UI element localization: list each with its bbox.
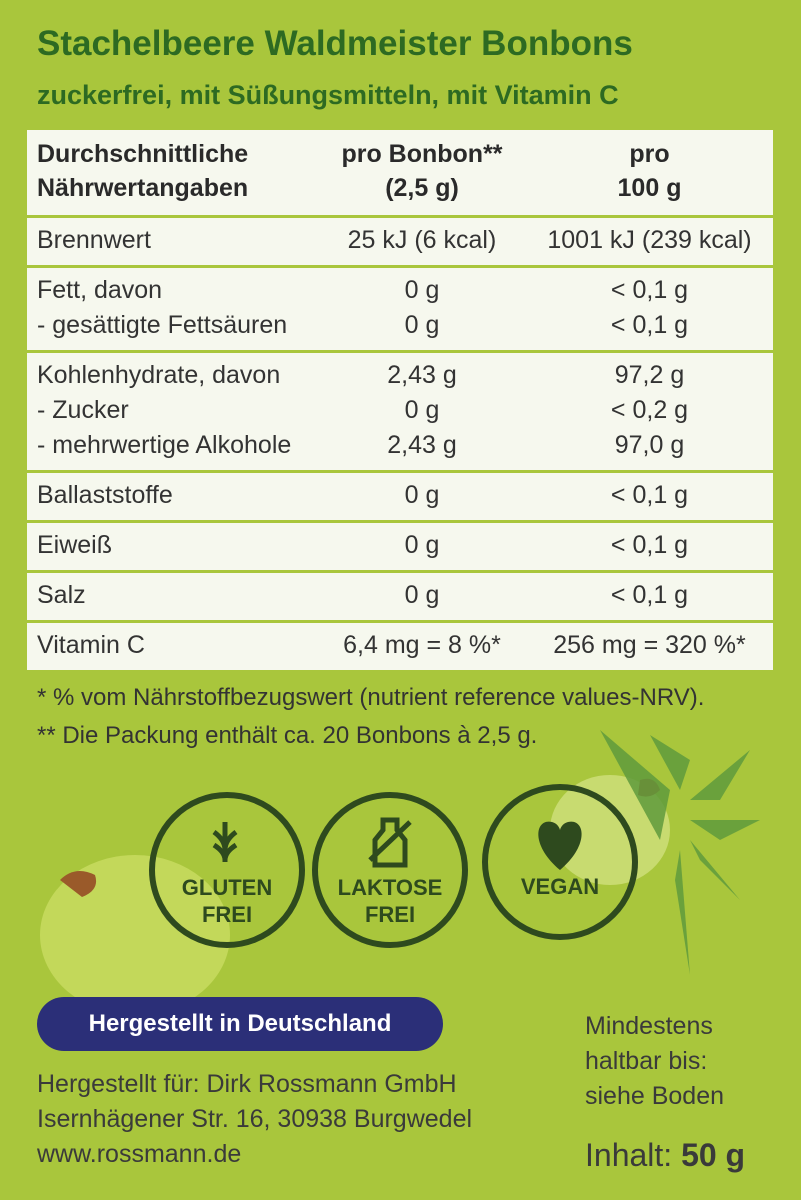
manufacturer-line: www.rossmann.de — [37, 1140, 242, 1168]
origin-label: Hergestellt in Deutschland — [37, 997, 443, 1051]
heart-icon — [538, 821, 582, 870]
nutrient-value: 2,43 g — [387, 361, 457, 389]
best-before-line: haltbar bis: — [585, 1047, 708, 1075]
nutrient-value: 2,43 g — [387, 431, 457, 459]
column-heading: Nährwertangaben — [37, 174, 249, 202]
nutrient-value: 97,0 g — [614, 431, 685, 459]
nutrient-group: Salz 0 g < 0,1 g — [27, 570, 773, 620]
nutrient-name: Fett, davon — [37, 276, 163, 304]
nutrient-group: Eiweiß 0 g < 0,1 g — [27, 520, 773, 570]
nutrient-group: Kohlenhydrate, davon 2,43 g 97,2 g - Zucker… — [27, 350, 773, 470]
nutrient-value: 25 kJ (6 kcal) — [347, 226, 497, 254]
title: Stachelbeere Waldmeister Bonbons — [37, 24, 633, 63]
nutrient-value: 0 g — [404, 531, 440, 559]
nutrient-value: < 0,1 g — [610, 531, 689, 559]
nutrient-group: Brennwert 25 kJ (6 kcal) 1001 kJ (239 kcal… — [27, 215, 773, 265]
gooseberry — [40, 855, 230, 1015]
nutrient-name: Eiweiß — [37, 531, 113, 559]
woodruff-leaves — [600, 730, 760, 975]
nutrient-value: < 0,1 g — [610, 311, 689, 339]
best-before-line: Mindestens — [585, 1012, 713, 1040]
column-heading: (2,5 g) — [385, 174, 459, 202]
nutrient-group: Fett, davon 0 g < 0,1 g - gesättigte Fettsä… — [27, 265, 773, 350]
nutrient-value: 97,2 g — [614, 361, 685, 389]
nutrient-value: < 0,1 g — [610, 276, 689, 304]
nutrient-group: Ballaststoffe 0 g < 0,1 g — [27, 470, 773, 520]
nutrient-value: 1001 kJ (239 kcal) — [547, 226, 752, 254]
nutrient-value: 6,4 mg = 8 %* — [343, 631, 501, 659]
manufacturer-line: Hergestellt für: Dirk Rossmann GmbH — [37, 1070, 457, 1098]
nutrient-name: - gesättigte Fettsäuren — [37, 311, 288, 339]
gooseberry-stem — [60, 871, 97, 897]
nutrient-name: Ballaststoffe — [37, 481, 173, 509]
content-label: Inhalt: — [585, 1137, 673, 1173]
nutrition-table: Durchschnittliche Nährwertangaben pro Bonb… — [25, 128, 775, 672]
badge-text: VEGAN — [520, 874, 600, 899]
badge-text: FREI — [364, 902, 416, 927]
nutrient-value: 0 g — [404, 276, 440, 304]
footnote: * % vom Nährstoffbezugswert (nutrient re… — [37, 684, 705, 711]
manufacturer-line: Isernhägener Str. 16, 30938 Burgwedel — [37, 1105, 473, 1133]
nutrient-value: 256 mg = 320 %* — [553, 631, 746, 659]
badge-ring — [149, 792, 305, 948]
badge-text: LAKTOSE — [337, 875, 443, 900]
column-heading: pro — [629, 140, 670, 168]
nutrient-value: 0 g — [404, 581, 440, 609]
nutrient-value: 0 g — [404, 396, 440, 424]
column-heading: Durchschnittliche — [37, 140, 249, 168]
content-value: 50 g — [681, 1137, 746, 1173]
footnote: ** Die Packung enthält ca. 20 Bonbons à … — [37, 722, 538, 749]
badge-ring — [312, 792, 468, 948]
nutrient-value: < 0,2 g — [610, 396, 689, 424]
nutrient-group: Vitamin C 6,4 mg = 8 %* 256 mg = 320 %* — [27, 620, 773, 670]
column-heading: pro Bonbon** — [341, 140, 503, 168]
badge-rings — [149, 784, 638, 948]
nutrient-value: < 0,1 g — [610, 481, 689, 509]
bottle-icon — [368, 817, 412, 868]
nutrient-name: Vitamin C — [37, 631, 145, 659]
badge-text: FREI — [201, 902, 253, 927]
nutrient-name: - mehrwertige Alkohole — [37, 431, 292, 459]
nutrient-name: Salz — [37, 581, 86, 609]
content: Inhalt: 50 g — [585, 1137, 745, 1174]
table-header: Durchschnittliche Nährwertangaben pro Bonb… — [27, 130, 773, 215]
badge-ring — [482, 784, 638, 940]
nutrient-value: 0 g — [404, 481, 440, 509]
best-before-line: siehe Boden — [585, 1082, 725, 1110]
nutrient-name: - Zucker — [37, 396, 129, 424]
nutrient-name: Kohlenhydrate, davon — [37, 361, 281, 389]
nutrient-value: 0 g — [404, 311, 440, 339]
wheat-icon — [212, 822, 238, 862]
badge-text: GLUTEN — [181, 875, 273, 900]
subtitle: zuckerfrei, mit Süßungsmitteln, mit Vita… — [37, 80, 619, 110]
column-heading: 100 g — [617, 174, 682, 202]
nutrient-name: Brennwert — [37, 226, 151, 254]
nutrient-value: < 0,1 g — [610, 581, 689, 609]
